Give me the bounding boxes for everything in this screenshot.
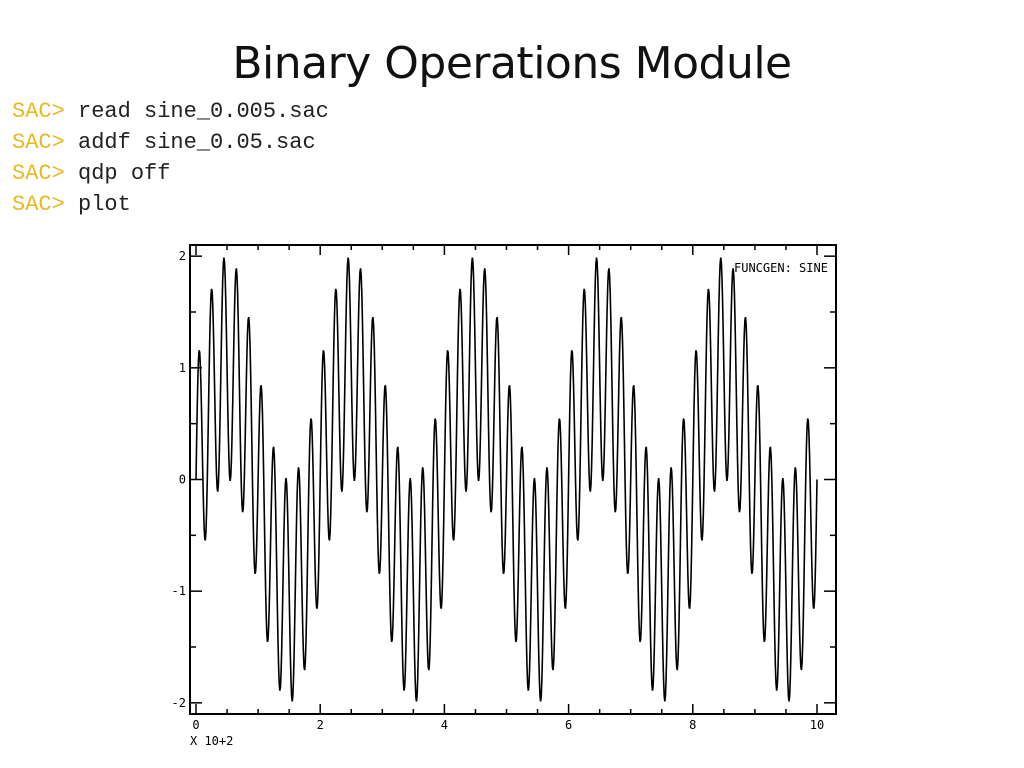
y-tick-label: -2 [172, 696, 186, 710]
seismogram-trace [195, 257, 818, 702]
x-tick-label: 8 [689, 718, 696, 732]
x-tick-label: 2 [317, 718, 324, 732]
console-command: plot [78, 192, 131, 217]
console-line: SAC> addf sine_0.05.sac [12, 127, 329, 158]
console-prompt: SAC> [12, 130, 65, 155]
sac-plot: 0 2 4 6 8 10 -2 -1 0 1 2 FUNCGEN: SINE X 10+2 [172, 244, 837, 748]
console-prompt: SAC> [12, 161, 65, 186]
x-tick-label: 10 [810, 718, 824, 732]
slide-title: Binary Operations Module [232, 38, 792, 89]
console-line: SAC> plot [12, 189, 329, 220]
x-tick-label: 0 [192, 718, 199, 732]
axis-ticks [190, 245, 836, 714]
x-tick-label: 6 [565, 718, 572, 732]
y-tick-label: -1 [172, 584, 186, 598]
console-line: SAC> read sine_0.005.sac [12, 96, 329, 127]
axis-tick-labels: 0 2 4 6 8 10 -2 -1 0 1 2 [172, 249, 825, 732]
y-tick-label: 1 [179, 361, 186, 375]
y-tick-label: 0 [179, 473, 186, 487]
console-line: SAC> qdp off [12, 158, 329, 189]
console-command: addf sine_0.05.sac [78, 130, 316, 155]
sac-console: SAC> read sine_0.005.sac SAC> addf sine_… [12, 96, 329, 220]
y-tick-label: 2 [179, 249, 186, 263]
console-command: qdp off [78, 161, 171, 186]
console-prompt: SAC> [12, 99, 65, 124]
plot-title: FUNCGEN: SINE [734, 261, 828, 275]
x-multiplier-label: X 10+2 [190, 734, 233, 748]
console-command: read sine_0.005.sac [78, 99, 329, 124]
console-prompt: SAC> [12, 192, 65, 217]
x-tick-label: 4 [441, 718, 448, 732]
